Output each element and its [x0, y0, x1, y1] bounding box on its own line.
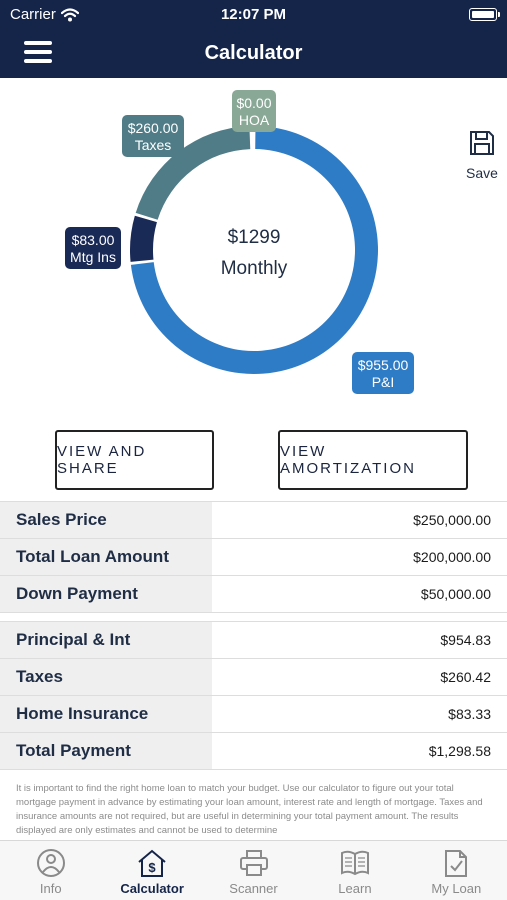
center-period-label: Monthly — [221, 258, 288, 279]
view-amortization-button[interactable]: VIEW AMORTIZATION — [278, 430, 468, 490]
slice-name-label: P&I — [372, 374, 395, 390]
tab-info[interactable]: Info — [0, 841, 101, 900]
view-and-share-button[interactable]: VIEW AND SHARE — [55, 430, 214, 490]
nav-bar: Calculator — [0, 30, 507, 78]
row-value: $260.42 — [440, 669, 491, 685]
payment-details-table: Principal & Int $954.83 Taxes $260.42 Ho… — [0, 621, 507, 770]
tab-bar: Info $ Calculator Scanner — [0, 840, 507, 900]
slice-value-label: $260.00 — [128, 120, 179, 136]
row-label: Home Insurance — [0, 696, 212, 732]
row-label: Down Payment — [0, 576, 212, 612]
loan-details-table: Sales Price $250,000.00 Total Loan Amoun… — [0, 501, 507, 613]
info-person-icon — [36, 849, 65, 877]
status-time: 12:07 PM — [220, 6, 287, 23]
table-row: Down Payment $50,000.00 — [0, 576, 507, 613]
open-book-icon — [340, 850, 369, 876]
table-row: Total Loan Amount $200,000.00 — [0, 539, 507, 576]
slice-value-label: $955.00 — [358, 357, 409, 373]
disclaimer-text: It is important to find the right home l… — [16, 783, 483, 836]
wifi-icon — [60, 7, 79, 21]
row-value: $50,000.00 — [420, 586, 491, 602]
tab-my-loan[interactable]: My Loan — [406, 841, 507, 900]
tab-label: Info — [39, 881, 62, 896]
tab-calculator[interactable]: $ Calculator — [101, 841, 202, 900]
center-total-value: $1299 — [228, 227, 281, 248]
row-label: Total Payment — [0, 733, 212, 769]
donut-slice-mtg-ins — [129, 215, 157, 262]
row-label: Total Loan Amount — [0, 539, 212, 575]
slice-name-label: HOA — [239, 112, 270, 128]
hamburger-menu-icon[interactable] — [24, 41, 54, 65]
tab-label: Calculator — [120, 881, 184, 896]
tab-label: Scanner — [229, 881, 278, 896]
slice-value-label: $83.00 — [72, 232, 115, 248]
battery-icon — [469, 8, 500, 21]
row-label: Sales Price — [0, 502, 212, 538]
table-row: Taxes $260.42 — [0, 659, 507, 696]
save-button[interactable]: Save — [462, 130, 502, 181]
tab-scanner[interactable]: Scanner — [203, 841, 304, 900]
slice-name-label: Taxes — [135, 137, 172, 153]
payment-breakdown-chart: $955.00 P&I $83.00 Mtg Ins $260.00 Taxes $0.00… — [0, 78, 507, 418]
table-row: Total Payment $1,298.58 — [0, 733, 507, 770]
row-label: Principal & Int — [0, 622, 212, 658]
house-dollar-icon: $ — [138, 849, 166, 877]
tab-learn[interactable]: Learn — [304, 841, 405, 900]
svg-text:$: $ — [148, 860, 156, 875]
row-value: $1,298.58 — [428, 743, 491, 759]
slice-value-label: $0.00 — [236, 95, 271, 111]
printer-icon — [239, 850, 268, 876]
slice-name-label: Mtg Ins — [70, 249, 116, 265]
checklist-icon — [445, 850, 468, 877]
table-row: Principal & Int $954.83 — [0, 622, 507, 659]
row-label: Taxes — [0, 659, 212, 695]
row-value: $200,000.00 — [413, 549, 491, 565]
row-value: $954.83 — [440, 632, 491, 648]
carrier-info: Carrier — [10, 6, 79, 23]
page-title: Calculator — [204, 42, 303, 64]
table-row: Home Insurance $83.33 — [0, 696, 507, 733]
table-row: Sales Price $250,000.00 — [0, 502, 507, 539]
save-label: Save — [466, 165, 498, 181]
row-value: $83.33 — [448, 706, 491, 722]
tab-label: Learn — [338, 881, 372, 896]
donut-slice-taxes — [135, 126, 251, 220]
row-value: $250,000.00 — [413, 512, 491, 528]
carrier-label: Carrier — [10, 6, 56, 23]
status-bar: Carrier 12:07 PM — [0, 0, 507, 30]
floppy-disk-icon — [470, 131, 494, 155]
slice-label-p-i: $955.00P&I — [352, 352, 414, 394]
tab-label: My Loan — [431, 881, 482, 896]
